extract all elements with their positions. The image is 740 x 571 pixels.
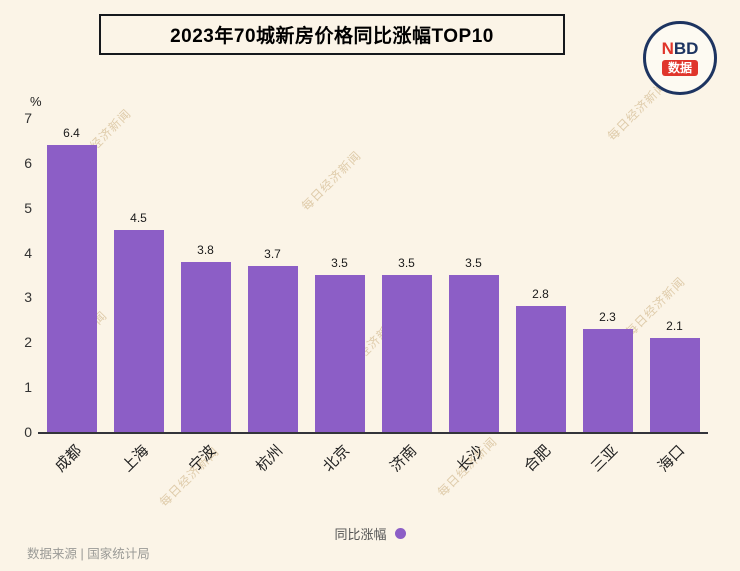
bar-value-label: 3.7 [264, 247, 281, 262]
bar-value-label: 3.5 [398, 256, 415, 270]
bar-三亚 [582, 328, 633, 432]
bar-value-label: 2.8 [532, 287, 549, 302]
y-tick-label: 4 [24, 244, 32, 261]
y-tick-label: 1 [24, 379, 32, 396]
bar-杭州 [247, 266, 298, 432]
legend-label: 同比涨幅 [334, 527, 387, 542]
y-tick-label: 7 [24, 110, 32, 126]
plot-area: 0 1 2 3 4 5 6 7 6.4 成都 4.5 上海 3.8 宁波 3.7 杭州 3.5 北京 3.5 济南 3.… [24, 110, 708, 475]
bar-value-label: 2.1 [666, 318, 683, 333]
bar-value-label: 6.4 [63, 125, 80, 140]
bar-济南 [381, 275, 432, 432]
chart-title-box: 2023年70城新房价格同比涨幅TOP10 [99, 14, 565, 55]
y-tick-label: 2 [24, 334, 32, 351]
bar-宁波 [180, 261, 231, 432]
bar-value-label: 3.8 [197, 242, 214, 257]
y-tick-label: 3 [24, 289, 32, 306]
data-source-text: 数据来源 | 国家统计局 [27, 547, 150, 561]
nbd-logo-n: N [661, 39, 674, 58]
chart-title: 2023年70城新房价格同比涨幅TOP10 [170, 26, 494, 47]
bar-成都 [46, 144, 97, 432]
bar-长沙 [448, 275, 499, 432]
y-tick-label: 6 [24, 154, 32, 171]
bar-value-label: 4.5 [130, 211, 147, 226]
bar-value-label: 3.5 [465, 256, 482, 270]
y-tick-label: 5 [24, 199, 32, 216]
nbd-logo: NBD 数据 [643, 21, 717, 95]
nbd-logo-bd: BD [673, 39, 699, 58]
y-tick-label: 0 [24, 424, 32, 440]
bar-value-label: 3.5 [331, 256, 348, 270]
legend: 同比涨幅 [0, 524, 740, 543]
legend-marker-dot [394, 528, 406, 539]
bar-海口 [649, 337, 700, 432]
y-axis-unit-label: % [30, 94, 42, 109]
bar-value-label: 2.3 [599, 309, 616, 324]
nbd-logo-text: NBD [662, 40, 699, 57]
bar-上海 [113, 230, 164, 432]
bar-合肥 [515, 306, 566, 432]
bar-北京 [314, 275, 365, 432]
x-axis-label-海口: 海口 [655, 442, 689, 476]
nbd-logo-badge: 数据 [661, 60, 698, 76]
